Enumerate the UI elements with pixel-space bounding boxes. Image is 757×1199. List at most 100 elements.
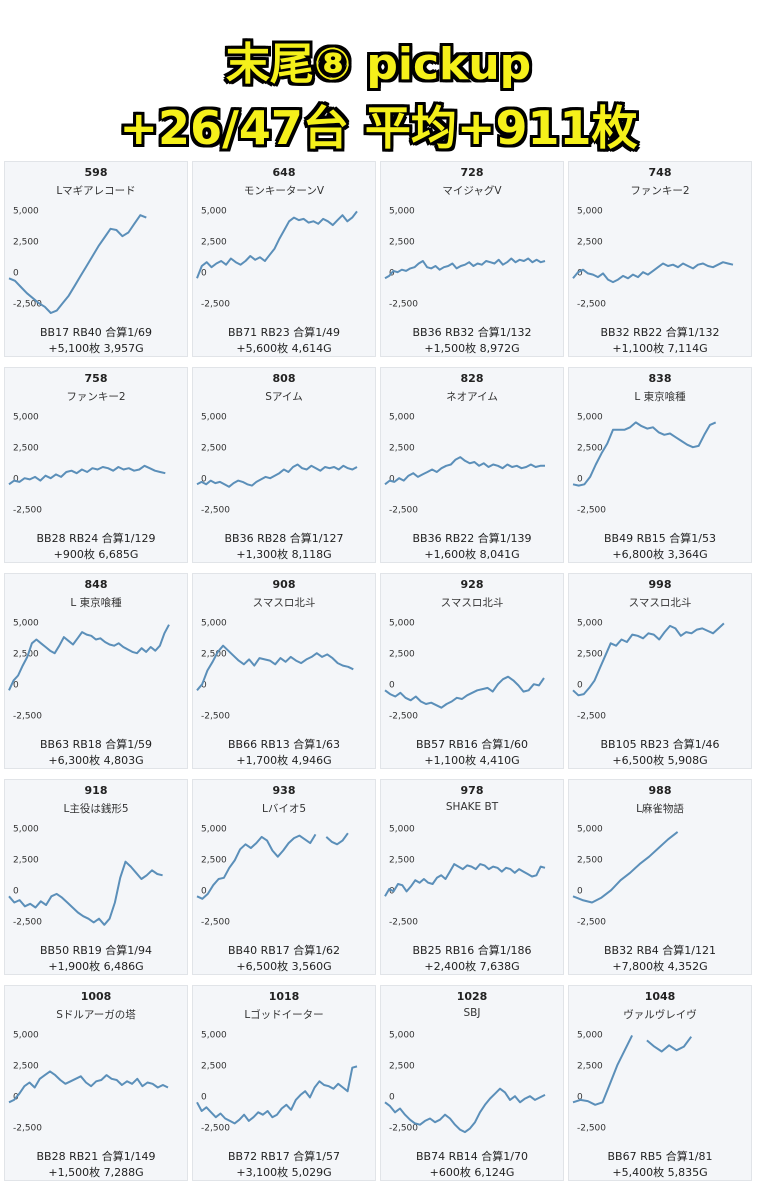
- machine-number: 828: [460, 372, 484, 385]
- y-tick-label: 0: [389, 680, 395, 690]
- machine-number: 598: [84, 166, 108, 179]
- bonus-stats: BB40 RB17 合算1/62: [228, 944, 340, 957]
- y-tick-label: 0: [13, 886, 19, 896]
- chart-panel: 938 Lバイオ5 5,000 2,500 0 -2,500 BB40 RB17 合算1/6…: [192, 779, 376, 975]
- machine-number: 808: [272, 372, 296, 385]
- bonus-stats: BB25 RB16 合算1/186: [412, 944, 532, 957]
- machine-name: Lゴッドイーター: [244, 1009, 324, 1021]
- y-tick-label: 2,500: [13, 855, 39, 865]
- y-tick-label: 2,500: [389, 649, 415, 659]
- y-tick-label: -2,500: [577, 505, 606, 515]
- bonus-stats: BB28 RB21 合算1/149: [36, 1150, 156, 1163]
- series-line: [8, 464, 166, 486]
- result-stats: +900枚 6,685G: [53, 548, 139, 561]
- result-stats: +5,400枚 5,835G: [612, 1166, 708, 1179]
- page-title-line2: +26/47台 平均+911枚: [119, 101, 638, 155]
- chart-panel: 728 マイジャグV 5,000 2,500 0 -2,500 BB36 RB32 合算1/…: [380, 161, 564, 357]
- y-tick-label: -2,500: [577, 711, 606, 721]
- chart-panel: 848 L 東京喰種 5,000 2,500 0 -2,500 BB63 RB18 合算1/…: [4, 573, 188, 769]
- chart-panel: 998 スマスロ北斗 5,000 2,500 0 -2,500 BB105 RB23 合算1…: [568, 573, 752, 769]
- machine-name: L 東京喰種: [634, 391, 686, 403]
- y-tick-label: 0: [201, 680, 207, 690]
- machine-name: スマスロ北斗: [252, 597, 316, 609]
- machine-name: ネオアイム: [446, 391, 498, 403]
- machine-name: L主役は銭形5: [63, 803, 129, 815]
- series-line: [8, 624, 170, 691]
- y-tick-label: 5,000: [201, 206, 227, 216]
- bonus-stats: BB32 RB4 合算1/121: [604, 944, 716, 957]
- chart-panel: 908 スマスロ北斗 5,000 2,500 0 -2,500 BB66 RB13 合算1/…: [192, 573, 376, 769]
- series-line: [196, 210, 358, 279]
- series-line: [8, 214, 147, 314]
- machine-number: 908: [272, 578, 296, 591]
- bonus-stats: BB17 RB40 合算1/69: [40, 326, 152, 339]
- y-tick-label: 0: [13, 474, 19, 484]
- y-tick-label: 0: [577, 1092, 583, 1102]
- bonus-stats: BB36 RB32 合算1/132: [412, 326, 532, 339]
- y-tick-label: -2,500: [13, 917, 42, 927]
- y-tick-label: -2,500: [201, 917, 230, 927]
- y-tick-label: 0: [389, 474, 395, 484]
- bonus-stats: BB72 RB17 合算1/57: [228, 1150, 340, 1163]
- machine-number: 928: [460, 578, 484, 591]
- machine-number: 1008: [80, 990, 112, 1003]
- series-line: [646, 1036, 693, 1053]
- series-line: [572, 421, 717, 487]
- bonus-stats: BB49 RB15 合算1/53: [604, 532, 716, 545]
- chart-panel: 978 SHAKE BT 5,000 2,500 0 -2,500 BB25 RB16 合算…: [380, 779, 564, 975]
- y-tick-label: 2,500: [389, 237, 415, 247]
- y-tick-label: -2,500: [577, 917, 606, 927]
- y-tick-label: 5,000: [389, 206, 415, 216]
- series-line: [8, 860, 163, 926]
- chart-panel: 928 スマスロ北斗 5,000 2,500 0 -2,500 BB57 RB16 合算1/…: [380, 573, 564, 769]
- machine-name: スマスロ北斗: [440, 597, 504, 609]
- bonus-stats: BB32 RB22 合算1/132: [600, 326, 720, 339]
- machine-number: 978: [460, 784, 484, 797]
- machine-number: 648: [272, 166, 296, 179]
- series-line: [572, 261, 734, 284]
- y-tick-label: 5,000: [389, 824, 415, 834]
- bonus-stats: BB57 RB16 合算1/60: [416, 738, 528, 751]
- result-stats: +6,500枚 5,908G: [612, 754, 708, 767]
- series-line: [384, 456, 545, 486]
- chart-panel: 1018 Lゴッドイーター 5,000 2,500 0 -2,500 BB72 RB17 合…: [192, 985, 376, 1181]
- series-line: [384, 675, 545, 709]
- result-stats: +1,700枚 4,946G: [236, 754, 332, 767]
- series-line: [196, 833, 317, 900]
- y-tick-label: 5,000: [13, 618, 39, 628]
- bonus-stats: BB50 RB19 合算1/94: [40, 944, 152, 957]
- machine-name: SBJ: [463, 1007, 481, 1019]
- bonus-stats: BB63 RB18 合算1/59: [40, 738, 152, 751]
- y-tick-label: 5,000: [577, 206, 603, 216]
- result-stats: +3,100枚 5,029G: [236, 1166, 332, 1179]
- machine-number: 748: [648, 166, 672, 179]
- result-stats: +6,300枚 4,803G: [48, 754, 144, 767]
- bonus-stats: BB74 RB14 合算1/70: [416, 1150, 528, 1163]
- result-stats: +1,100枚 4,410G: [424, 754, 520, 767]
- result-stats: +5,600枚 4,614G: [236, 342, 332, 355]
- y-tick-label: 5,000: [577, 824, 603, 834]
- chart-panel: 1028 SBJ 5,000 2,500 0 -2,500 BB74 RB14 合算1/70…: [380, 985, 564, 1181]
- bonus-stats: BB36 RB22 合算1/139: [412, 532, 532, 545]
- result-stats: +5,100枚 3,957G: [48, 342, 144, 355]
- result-stats: +1,500枚 7,288G: [48, 1166, 144, 1179]
- y-tick-label: 5,000: [13, 206, 39, 216]
- machine-number: 938: [272, 784, 296, 797]
- series-line: [325, 832, 349, 846]
- series-line: [196, 1065, 358, 1125]
- series-line: [572, 622, 725, 697]
- y-tick-label: -2,500: [389, 1123, 418, 1133]
- chart-panel: 758 ファンキー2 5,000 2,500 0 -2,500 BB28 RB24 合算1/…: [4, 367, 188, 563]
- machine-name: Lマギアレコード: [56, 185, 136, 197]
- y-tick-label: 2,500: [13, 1061, 39, 1071]
- y-tick-label: 2,500: [13, 237, 39, 247]
- y-tick-label: 2,500: [201, 649, 227, 659]
